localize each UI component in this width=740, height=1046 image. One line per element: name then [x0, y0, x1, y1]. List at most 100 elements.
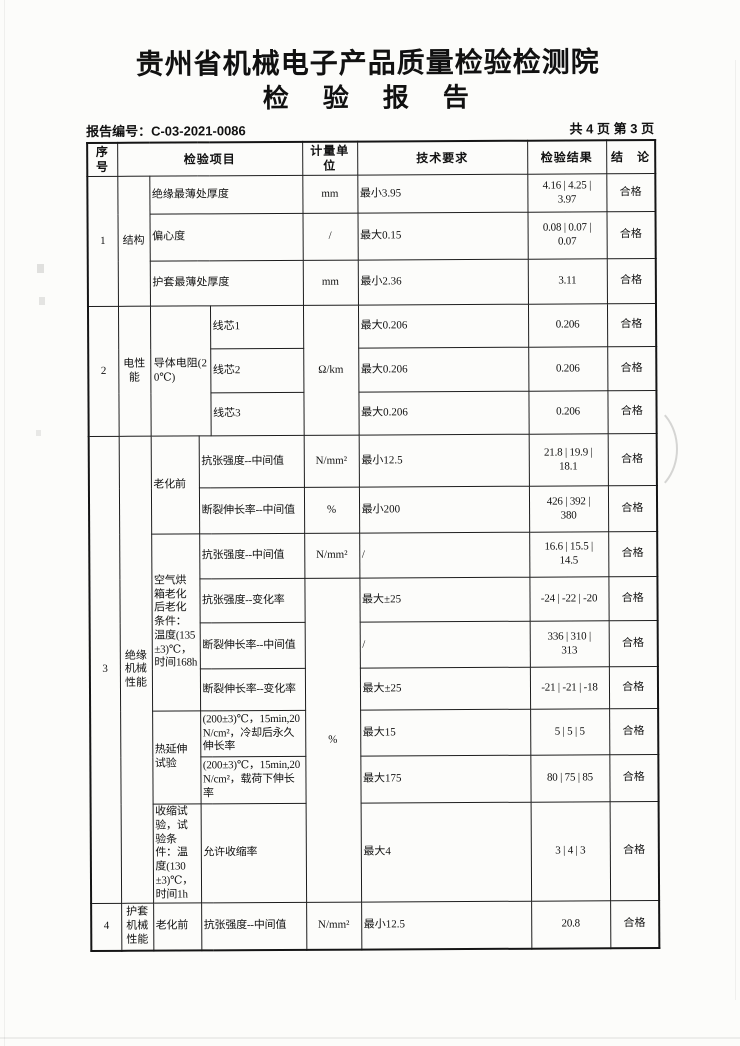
cell-conclusion: 合格: [608, 666, 659, 709]
cell-subcategory: 导体电阻(20℃): [149, 305, 211, 437]
cell-requirement: 最大4: [360, 802, 532, 903]
cell-result: 3.11: [527, 258, 607, 305]
cell-category: 护套机械性能: [121, 903, 154, 951]
cell-requirement: 最小200: [358, 486, 530, 534]
cell-requirement: 最小12.5: [358, 434, 529, 488]
cell-item: 抗张强度--变化率: [199, 578, 305, 624]
table-row: 4 护套机械性能 老化前 抗张强度--中间值 N/mm² 最小12.5 20.8…: [91, 900, 660, 951]
cell-requirement: 最大±25: [359, 577, 530, 623]
table-row: 3 绝缘机械性能 老化前 抗张强度--中间值 N/mm² 最小12.5 21.8…: [88, 433, 657, 904]
cell-unit-merged: %: [304, 578, 362, 903]
cell-result: 3 | 4 | 3: [530, 801, 611, 902]
cell-result: 0.206: [528, 346, 608, 392]
col-header-unit: 计量单位: [302, 141, 358, 176]
col-header-requirement: 技术要求: [357, 140, 528, 176]
table-header-row: 序号 检验项目 计量单位 技术要求 检验结果 结 论: [87, 140, 656, 177]
cell-conclusion: 合格: [609, 754, 659, 802]
faint-stamp-arc: [600, 402, 678, 496]
cell-conclusion: 合格: [606, 303, 657, 347]
cell-item: 抗张强度--中间值: [199, 533, 305, 580]
col-header-result: 检验结果: [527, 140, 607, 175]
col-header-item: 检验项目: [117, 141, 303, 177]
inspection-table: 序号 检验项目 计量单位 技术要求 检验结果 结 论 1 结构 绝缘最薄处厚度 …: [86, 139, 661, 952]
cell-conclusion: 合格: [609, 801, 660, 902]
cell-unit: N/mm²: [304, 533, 360, 579]
cell-unit: Ω/km: [302, 305, 359, 436]
col-header-no: 序号: [87, 142, 118, 177]
cell-conclusion: 合格: [608, 576, 658, 621]
cell-category: 结构: [117, 176, 150, 307]
table-row: 偏心度 / 最大0.15 0.08 | 0.07 | 0.07 合格: [88, 211, 656, 262]
report-number: 报告编号：C-03-2021-0086: [86, 123, 246, 140]
table-row: 热延伸试验 (200±3)℃，15min,20N/cm²，冷却后永久伸长率 最大…: [90, 708, 659, 805]
report-title: 检 验 报 告: [262, 83, 473, 114]
cell-result: 4.16 | 4.25 | 3.97: [527, 173, 607, 213]
col-header-conclusion: 结 论: [606, 140, 656, 174]
cell-result: 0.206: [527, 303, 608, 348]
cell-requirement: 最小12.5: [361, 901, 532, 950]
cell-item: 断裂伸长率--中间值: [199, 622, 305, 670]
cell-item: 线芯2: [210, 348, 304, 393]
cell-item: 抗张强度--中间值: [201, 902, 307, 951]
cell-unit: %: [303, 487, 360, 534]
scan-edge-left: [4, 0, 5, 1046]
cell-result: 20.8: [531, 901, 611, 949]
cell-conclusion: 合格: [607, 433, 657, 486]
cell-unit: N/mm²: [303, 435, 359, 488]
cell-result: 0.206: [528, 390, 608, 435]
cell-requirement: /: [359, 621, 530, 669]
cell-result: 0.08 | 0.07 | 0.07: [527, 211, 607, 260]
cell-condition: 老化前: [153, 903, 202, 951]
cell-no: 2: [87, 306, 119, 437]
cell-result: 80 | 75 | 85: [530, 754, 610, 803]
cell-result: 426 | 392 | 380: [528, 485, 609, 533]
cell-requirement: 最小2.36: [357, 259, 528, 306]
page-indicator: 共 4 页 第 3 页: [569, 121, 655, 137]
cell-no: 1: [87, 176, 118, 307]
institute-title: 贵州省机械电子产品质量检验检测院: [135, 47, 600, 81]
cell-conclusion: 合格: [607, 346, 657, 391]
report-content: 贵州省机械电子产品质量检验检测院 检 验 报 告 报告编号：C-03-2021-…: [86, 47, 661, 952]
cell-item: 绝缘最薄处厚度: [149, 175, 303, 215]
scan-edge-right: [735, 60, 736, 1000]
cell-result: -24 | -22 | -20: [529, 576, 609, 622]
cell-item: 线芯1: [209, 305, 304, 349]
cell-item: 断裂伸长率--中间值: [198, 487, 305, 535]
cell-no: 4: [91, 903, 122, 951]
cell-conclusion: 合格: [606, 173, 656, 212]
report-meta: 报告编号：C-03-2021-0086 共 4 页 第 3 页: [86, 118, 654, 142]
cell-conclusion: 合格: [607, 390, 657, 434]
cell-condition: 老化前: [150, 436, 200, 535]
scan-edge-bottom: [0, 1037, 740, 1039]
cell-item: (200±3)℃，15min,20N/cm²，载荷下伸长率: [200, 756, 306, 805]
cell-item: 护套最薄处厚度: [149, 260, 303, 307]
cell-requirement: 最大175: [360, 755, 531, 804]
cell-item: 线芯3: [210, 392, 304, 436]
cell-item: 断裂伸长率--变化率: [199, 668, 306, 712]
cell-result: 5 | 5 | 5: [530, 708, 610, 756]
table-row: 2 电性能 导体电阻(20℃) 线芯1 Ω/km 最大0.206 0.206 合…: [87, 303, 657, 437]
cell-requirement: /: [359, 532, 530, 579]
cell-unit: N/mm²: [306, 902, 362, 950]
scan-artifact: [37, 264, 44, 273]
cell-condition: 热延伸试验: [152, 711, 201, 805]
scan-artifact: [39, 297, 45, 305]
cell-category: 电性能: [117, 306, 151, 437]
cell-conclusion: 合格: [610, 900, 660, 949]
cell-requirement: 最小3.95: [357, 174, 528, 214]
cell-conclusion: 合格: [607, 485, 658, 532]
cell-conclusion: 合格: [606, 211, 656, 259]
cell-result: 16.6 | 15.5 | 14.5: [529, 531, 609, 578]
cell-requirement: 最大0.206: [358, 347, 529, 393]
cell-requirement: 最大±25: [359, 667, 531, 711]
cell-item: (200±3)℃，15min,20N/cm²，冷却后永久伸长率: [200, 710, 306, 758]
cell-result: 336 | 310 | 313: [529, 620, 609, 668]
table-row: 空气烘箱老化后老化条件：温度(135±3)℃，时间168h 抗张强度--中间值 …: [89, 531, 658, 712]
cell-item: 允许收缩率: [200, 803, 307, 904]
cell-condition: 空气烘箱老化后老化条件：温度(135±3)℃，时间168h: [151, 534, 201, 712]
scan-artifact: [36, 430, 41, 436]
cell-item: 偏心度: [149, 213, 303, 262]
cell-no: 3: [88, 436, 122, 904]
cell-category: 绝缘机械性能: [118, 436, 154, 904]
table-row: 护套最薄处厚度 mm 最小2.36 3.11 合格: [88, 258, 656, 307]
